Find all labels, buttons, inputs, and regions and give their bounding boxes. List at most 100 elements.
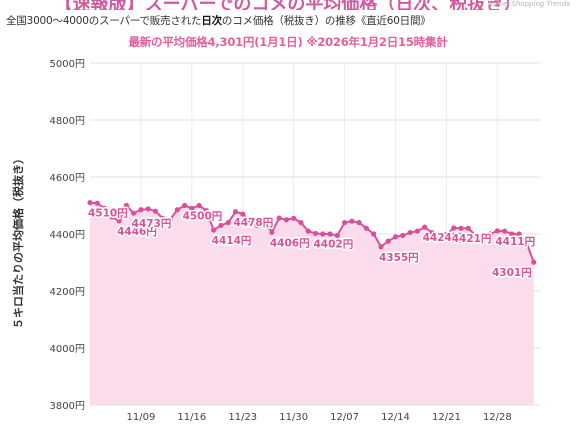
data-point xyxy=(392,234,399,240)
data-point xyxy=(269,229,275,235)
data-point xyxy=(371,231,377,237)
data-label: 4473円 xyxy=(132,218,172,230)
data-point xyxy=(94,200,100,206)
data-point xyxy=(189,205,195,211)
data-point xyxy=(349,218,355,224)
y-tick-label: 3800円 xyxy=(50,401,85,412)
data-point xyxy=(181,202,188,209)
data-point xyxy=(298,220,304,226)
x-tick-label: 11/16 xyxy=(177,412,206,423)
data-point xyxy=(356,220,362,226)
data-point xyxy=(531,259,537,265)
data-point xyxy=(174,207,180,213)
data-point xyxy=(160,215,166,221)
data-point xyxy=(502,228,508,234)
data-label: 4510円 xyxy=(88,208,128,220)
data-point xyxy=(109,214,115,220)
y-tick-label: 4000円 xyxy=(50,344,85,355)
y-tick-labels: 3800円 4000円 4200円 4400円 4600円 4800円 5000円 xyxy=(50,59,85,412)
data-point xyxy=(312,230,319,237)
x-tick-label: 12/21 xyxy=(432,412,461,423)
data-point xyxy=(327,231,333,237)
cut-off-title: 【速報版】スーパーでのコメの平均価格（日次、税抜き） xyxy=(0,0,576,10)
data-point xyxy=(276,215,282,221)
data-point xyxy=(320,231,326,237)
data-point xyxy=(451,225,457,231)
y-tick-label: 4800円 xyxy=(50,116,85,127)
chart-subtitle: 全国3000〜4000のスーパーで販売された日次のコメ価格（税抜き）の推移《直近… xyxy=(6,13,572,28)
data-point xyxy=(131,210,137,216)
data-point xyxy=(254,222,260,229)
y-axis-title: ５キロ当たりの平均価格（税抜き） xyxy=(12,153,25,329)
data-point xyxy=(487,231,493,237)
subtitle-prefix: 全国3000〜4000のスーパーで販売された xyxy=(6,15,202,27)
data-point xyxy=(218,222,224,229)
x-tick-label: 12/14 xyxy=(381,412,410,423)
data-point xyxy=(240,211,246,217)
data-point xyxy=(123,202,129,209)
subtitle-suffix: のコメ価格（税抜き）の推移《直近60日間》 xyxy=(221,15,431,27)
data-label: 4355円 xyxy=(379,252,419,264)
data-point xyxy=(87,200,93,206)
data-point xyxy=(138,207,144,213)
data-point xyxy=(247,218,253,225)
data-point xyxy=(203,208,209,214)
data-point xyxy=(465,225,471,231)
latest-price-headline: 最新の平均価格4,301円(1月1日) ※2026年1月2日15時集計 xyxy=(128,35,448,49)
data-point xyxy=(414,228,420,234)
data-point xyxy=(407,229,413,236)
data-label: 4411円 xyxy=(495,236,535,248)
data-points xyxy=(87,200,537,265)
x-tick-label: 11/30 xyxy=(279,412,308,423)
data-label: 4301円 xyxy=(492,267,532,279)
data-point xyxy=(385,238,391,244)
data-label: 4446円 xyxy=(117,226,157,238)
data-point xyxy=(523,239,530,246)
subtitle-bold: 日次 xyxy=(201,15,222,27)
y-tick-label: 4400円 xyxy=(50,230,85,241)
data-label: 4500円 xyxy=(183,211,223,223)
data-label: 4478円 xyxy=(233,217,273,229)
data-point xyxy=(341,220,348,226)
y-tick-label: 4200円 xyxy=(50,287,85,298)
data-point xyxy=(196,202,202,209)
data-point xyxy=(422,224,428,230)
data-point xyxy=(211,227,217,233)
data-point xyxy=(443,231,450,238)
data-point xyxy=(494,228,500,234)
data-point xyxy=(509,231,515,237)
data-point xyxy=(429,229,435,236)
price-area-fill xyxy=(90,202,534,405)
data-label: 4406円 xyxy=(270,237,310,249)
data-point xyxy=(400,232,406,239)
data-point xyxy=(145,206,151,212)
data-point xyxy=(291,215,297,221)
data-point xyxy=(458,225,464,231)
data-point xyxy=(225,220,231,226)
data-label: 4402円 xyxy=(314,238,354,250)
data-point xyxy=(480,234,486,240)
y-tick-label: 4600円 xyxy=(50,173,85,184)
brand-mark: Nikkei Shopping Trends xyxy=(487,0,570,8)
data-point xyxy=(261,218,268,224)
x-tick-label: 11/23 xyxy=(228,412,257,423)
x-tick-labels: 11/09 11/16 11/23 11/30 12/07 12/14 12/21 12/28 xyxy=(127,412,512,423)
data-point xyxy=(516,231,522,237)
data-point xyxy=(101,205,108,211)
x-tick-label: 12/28 xyxy=(483,412,512,423)
x-tick-label: 12/07 xyxy=(330,412,359,423)
data-point xyxy=(232,209,239,215)
x-tick-label: 11/09 xyxy=(127,412,156,423)
data-label: 4424円 xyxy=(423,232,463,244)
data-label: 4414円 xyxy=(212,235,252,247)
data-point xyxy=(334,232,340,239)
data-point xyxy=(305,228,311,234)
data-point xyxy=(152,208,159,214)
data-point xyxy=(116,218,122,224)
data-point xyxy=(472,232,479,239)
data-point xyxy=(436,231,442,237)
data-label: 4421円 xyxy=(452,233,492,245)
data-point xyxy=(283,217,290,223)
